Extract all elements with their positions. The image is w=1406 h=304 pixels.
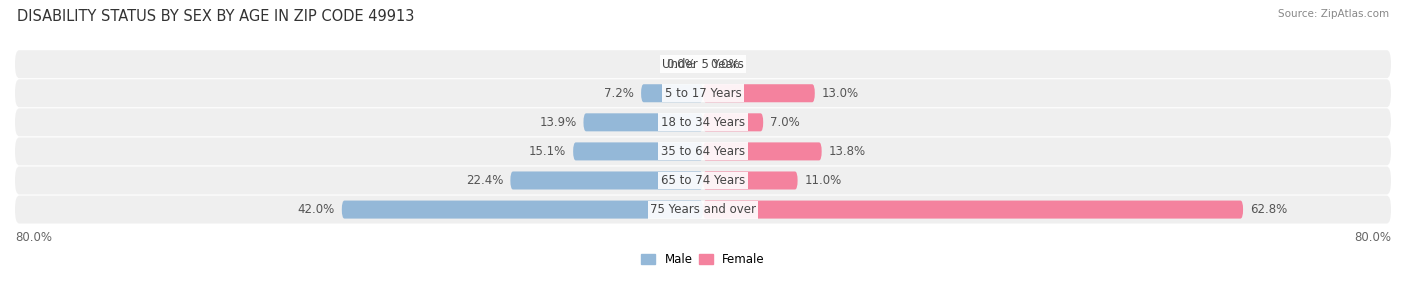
FancyBboxPatch shape [15, 137, 1391, 165]
Text: 7.0%: 7.0% [770, 116, 800, 129]
Text: 0.0%: 0.0% [710, 58, 740, 71]
FancyBboxPatch shape [15, 167, 1391, 195]
Text: 22.4%: 22.4% [467, 174, 503, 187]
Text: 15.1%: 15.1% [529, 145, 567, 158]
Text: 7.2%: 7.2% [605, 87, 634, 100]
FancyBboxPatch shape [15, 195, 1391, 223]
FancyBboxPatch shape [703, 84, 815, 102]
Text: 0.0%: 0.0% [666, 58, 696, 71]
FancyBboxPatch shape [583, 113, 703, 131]
FancyBboxPatch shape [703, 171, 797, 189]
FancyBboxPatch shape [510, 171, 703, 189]
FancyBboxPatch shape [641, 84, 703, 102]
Text: 80.0%: 80.0% [1354, 231, 1391, 244]
FancyBboxPatch shape [15, 50, 1391, 78]
Text: 13.8%: 13.8% [828, 145, 866, 158]
Text: DISABILITY STATUS BY SEX BY AGE IN ZIP CODE 49913: DISABILITY STATUS BY SEX BY AGE IN ZIP C… [17, 9, 415, 24]
Text: 35 to 64 Years: 35 to 64 Years [661, 145, 745, 158]
Text: Under 5 Years: Under 5 Years [662, 58, 744, 71]
FancyBboxPatch shape [703, 142, 821, 161]
FancyBboxPatch shape [15, 108, 1391, 136]
Text: Source: ZipAtlas.com: Source: ZipAtlas.com [1278, 9, 1389, 19]
FancyBboxPatch shape [703, 113, 763, 131]
Text: 65 to 74 Years: 65 to 74 Years [661, 174, 745, 187]
Text: 62.8%: 62.8% [1250, 203, 1288, 216]
Text: 80.0%: 80.0% [15, 231, 52, 244]
FancyBboxPatch shape [703, 201, 1243, 219]
Text: 13.9%: 13.9% [540, 116, 576, 129]
Text: 5 to 17 Years: 5 to 17 Years [665, 87, 741, 100]
Text: 18 to 34 Years: 18 to 34 Years [661, 116, 745, 129]
Text: 42.0%: 42.0% [298, 203, 335, 216]
Text: 13.0%: 13.0% [821, 87, 859, 100]
FancyBboxPatch shape [574, 142, 703, 161]
Text: 75 Years and over: 75 Years and over [650, 203, 756, 216]
FancyBboxPatch shape [15, 79, 1391, 107]
Text: 11.0%: 11.0% [804, 174, 842, 187]
Legend: Male, Female: Male, Female [637, 248, 769, 271]
FancyBboxPatch shape [342, 201, 703, 219]
